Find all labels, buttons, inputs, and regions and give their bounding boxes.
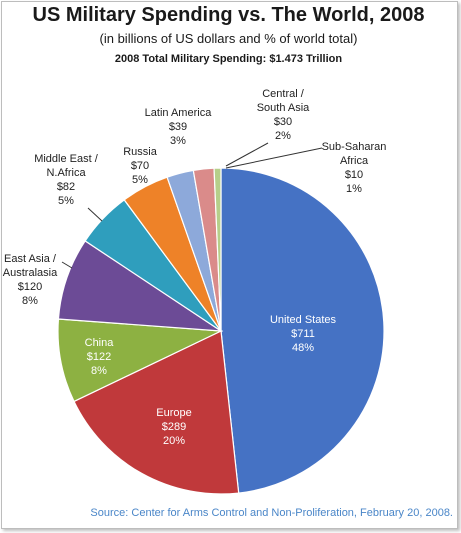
pie-slice-sub-saharan-africa [213,167,222,332]
leader-line-east-asia-australasia [61,261,73,269]
slice-label-middle-east-n-africa: Middle East / N.Africa $82 5% [34,153,99,207]
slice-label-east-asia-australasia: East Asia / Australasia $120 8% [3,253,58,307]
chart-title: US Military Spending vs. The World, 2008 [32,4,425,26]
chart-total-subtitle: 2008 Total Military Spending: $1.473 Tri… [114,53,343,65]
pie-slice-europe [73,330,240,495]
chart-subtitle: (in billions of US dollars and % of worl… [99,31,358,46]
slice-label-sub-saharan-africa: Sub-Saharan Africa $10 1% [322,141,387,195]
leader-line-middle-east-n-africa [87,207,103,222]
slice-label-russia: Russia $70 5% [123,146,158,186]
pie-slice-united-states [220,167,385,494]
chart-source: Source: Center for Arms Control and Non-… [90,507,453,519]
leader-line-central-south-asia [225,142,269,167]
slice-label-central-south-asia: Central / South Asia $30 2% [257,88,310,142]
slice-label-latin-america: Latin America $39 3% [145,107,213,147]
leader-line-sub-saharan-africa [225,147,323,169]
slice-label-europe: Europe $289 20% [156,407,191,447]
slice-label-china: China $122 8% [85,337,115,377]
slice-label-united-states: United States $711 48% [270,314,337,354]
